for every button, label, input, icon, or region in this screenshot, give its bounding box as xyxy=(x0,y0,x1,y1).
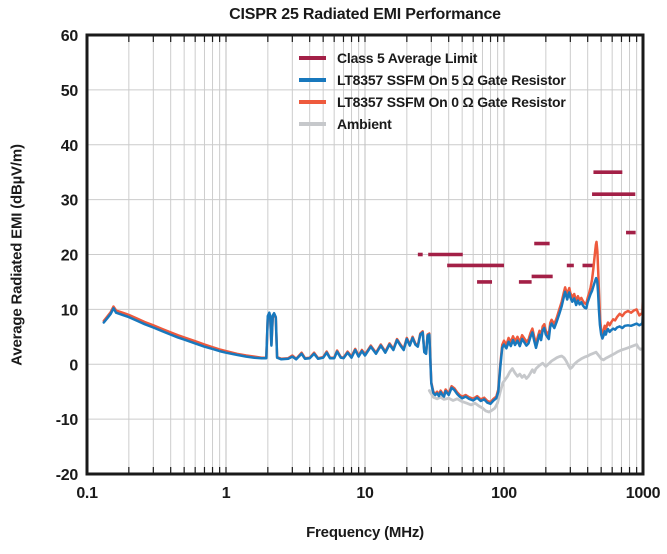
chart-title: CISPR 25 Radiated EMI Performance xyxy=(229,6,501,23)
svg-text:10: 10 xyxy=(61,302,79,319)
series-blue xyxy=(102,276,643,406)
svg-text:10: 10 xyxy=(356,485,374,502)
legend-swatch-ambient xyxy=(299,122,326,126)
svg-text:1000: 1000 xyxy=(626,485,661,502)
svg-text:60: 60 xyxy=(61,28,79,45)
legend-item-ambient: Ambient xyxy=(299,113,566,135)
legend-swatch-limit xyxy=(299,56,326,60)
svg-text:0: 0 xyxy=(69,357,78,374)
x-tick-labels: 0.1 1 10 100 1000 xyxy=(76,485,661,502)
legend-item-0ohm: LT8357 SSFM On 0 Ω Gate Resistor xyxy=(299,91,566,113)
svg-text:-10: -10 xyxy=(56,412,79,429)
svg-text:0.1: 0.1 xyxy=(76,485,98,502)
gridlines xyxy=(87,35,643,474)
legend-swatch-5ohm xyxy=(299,78,326,82)
svg-text:40: 40 xyxy=(61,138,79,155)
legend-swatch-0ohm xyxy=(299,100,326,104)
legend-label-limit: Class 5 Average Limit xyxy=(337,50,478,66)
y-tick-labels: 60 50 40 30 20 10 0 -10 -20 xyxy=(56,28,79,484)
legend: Class 5 Average Limit LT8357 SSFM On 5 Ω… xyxy=(299,47,566,135)
y-axis-label: Average Radiated EMI (dBµV/m) xyxy=(8,144,26,366)
legend-label-ambient: Ambient xyxy=(337,116,392,132)
svg-text:20: 20 xyxy=(61,248,79,265)
plot-frame xyxy=(85,33,645,476)
series-ambient xyxy=(427,343,643,414)
legend-item-class5-limit: Class 5 Average Limit xyxy=(299,47,566,69)
svg-text:100: 100 xyxy=(491,485,517,502)
legend-item-5ohm: LT8357 SSFM On 5 Ω Gate Resistor xyxy=(299,69,566,91)
legend-label-5ohm: LT8357 SSFM On 5 Ω Gate Resistor xyxy=(337,72,566,88)
x-axis-label: Frequency (MHz) xyxy=(306,524,424,541)
svg-text:50: 50 xyxy=(61,83,79,100)
class5-average-limit-series xyxy=(417,170,636,284)
svg-text:1: 1 xyxy=(222,485,231,502)
series-orange xyxy=(102,240,643,404)
svg-text:30: 30 xyxy=(61,193,79,210)
svg-text:-20: -20 xyxy=(56,467,79,484)
legend-label-0ohm: LT8357 SSFM On 0 Ω Gate Resistor xyxy=(337,94,566,110)
